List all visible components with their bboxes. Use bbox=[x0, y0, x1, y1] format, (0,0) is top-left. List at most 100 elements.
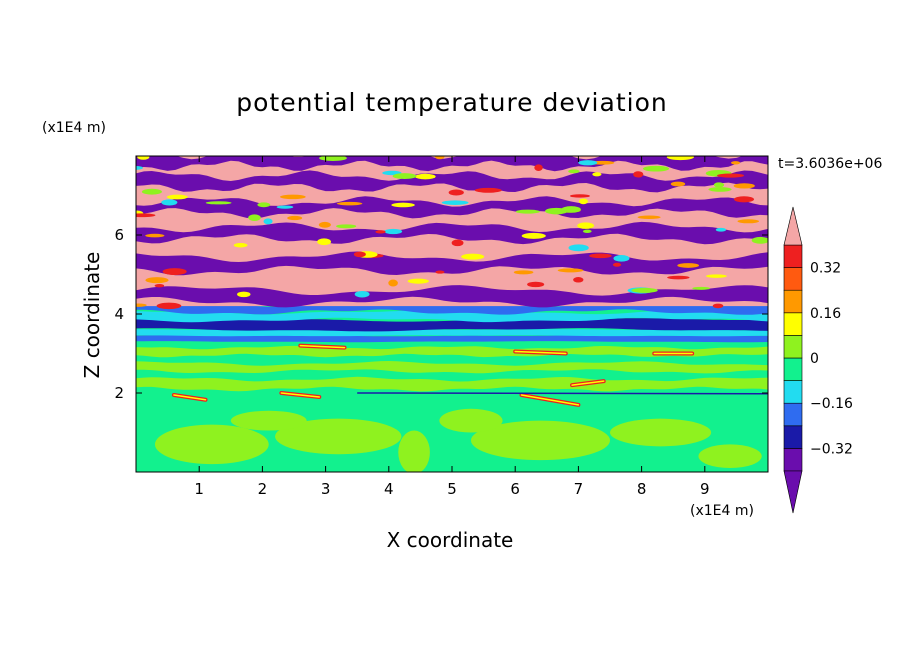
x-tick-label: 7 bbox=[574, 480, 584, 498]
speck-13 bbox=[415, 173, 436, 180]
speck-70 bbox=[515, 209, 540, 214]
speck-55 bbox=[751, 236, 768, 244]
speck-74 bbox=[667, 275, 690, 280]
speck-7 bbox=[317, 238, 332, 246]
speck-32 bbox=[589, 253, 612, 259]
speck-65 bbox=[573, 277, 584, 283]
speck-16 bbox=[633, 171, 644, 178]
x-unit-label: (x1E4 m) bbox=[690, 503, 754, 519]
y-tick-label: 2 bbox=[114, 384, 124, 402]
speck-17 bbox=[388, 279, 398, 287]
x-tick-label: 6 bbox=[510, 480, 520, 498]
speck-67 bbox=[578, 160, 598, 166]
colorbar-segment bbox=[783, 267, 803, 291]
warm-streak-core-4 bbox=[299, 344, 346, 349]
speck-30 bbox=[280, 194, 306, 200]
band-blue-1 bbox=[136, 335, 768, 343]
speck-46 bbox=[162, 268, 187, 276]
colorbar-tick-label: 0 bbox=[810, 351, 819, 367]
lime-blob-5 bbox=[230, 410, 307, 431]
warm-streak-core-1 bbox=[280, 392, 321, 398]
lime-blob-4 bbox=[610, 418, 712, 447]
speck-52 bbox=[733, 183, 755, 189]
speck-35 bbox=[474, 187, 502, 193]
speck-4 bbox=[713, 182, 725, 188]
warm-streak-core-2 bbox=[520, 394, 580, 406]
speck-62 bbox=[336, 201, 363, 206]
colorbar-segment bbox=[783, 402, 803, 427]
speck-23 bbox=[692, 286, 711, 290]
colorbar-segment bbox=[783, 380, 803, 404]
speck-41 bbox=[141, 188, 162, 195]
speck-43 bbox=[136, 213, 156, 218]
colorbar-extend-bottom bbox=[783, 470, 803, 514]
speck-86 bbox=[613, 255, 630, 262]
speck-83 bbox=[375, 230, 386, 234]
z-unit-label: (x1E4 m) bbox=[42, 120, 106, 136]
speck-44 bbox=[257, 202, 271, 208]
speck-14 bbox=[441, 200, 469, 205]
speck-71 bbox=[161, 199, 178, 206]
colorbar-segment bbox=[783, 289, 803, 314]
speck-28 bbox=[205, 201, 232, 205]
colorbar-extend-top bbox=[783, 206, 803, 246]
lime-blob-2 bbox=[398, 430, 430, 472]
x-tick-label: 1 bbox=[194, 480, 204, 498]
speck-72 bbox=[631, 287, 658, 293]
speck-39 bbox=[276, 205, 294, 209]
speck-69 bbox=[513, 270, 534, 275]
band-navy-1 bbox=[136, 318, 768, 332]
speck-40 bbox=[642, 165, 670, 172]
speck-87 bbox=[137, 156, 150, 160]
speck-49 bbox=[435, 156, 445, 160]
speck-22 bbox=[557, 268, 584, 273]
band-purple-3 bbox=[136, 196, 768, 219]
speck-15 bbox=[287, 215, 303, 221]
colorbar-segment bbox=[783, 448, 803, 472]
band-cyan-1 bbox=[136, 329, 768, 337]
band-lime-3 bbox=[136, 345, 768, 358]
speck-73 bbox=[392, 173, 417, 180]
x-tick-label: 5 bbox=[447, 480, 457, 498]
colorbar-segment bbox=[783, 312, 803, 336]
speck-51 bbox=[708, 187, 732, 192]
speck-77 bbox=[145, 233, 165, 238]
speck-63 bbox=[712, 303, 724, 309]
speck-0 bbox=[136, 165, 143, 170]
speck-81 bbox=[733, 196, 755, 203]
warm-streak-core-5 bbox=[514, 350, 567, 355]
lime-blob-0 bbox=[154, 424, 269, 465]
speck-75 bbox=[730, 161, 741, 165]
speck-29 bbox=[666, 156, 694, 161]
speck-25 bbox=[737, 219, 760, 224]
speck-79 bbox=[521, 232, 546, 239]
speck-89 bbox=[670, 181, 686, 187]
speck-26 bbox=[263, 218, 273, 225]
speck-3 bbox=[578, 198, 588, 205]
colorbar-tick-label: 0.16 bbox=[810, 306, 841, 322]
speck-64 bbox=[568, 169, 580, 174]
x-tick-label: 8 bbox=[637, 480, 647, 498]
x-tick-label: 2 bbox=[258, 480, 268, 498]
heatmap-field bbox=[136, 156, 768, 472]
speck-80 bbox=[568, 244, 589, 252]
x-tick-label: 9 bbox=[700, 480, 710, 498]
x-tick-label: 3 bbox=[321, 480, 331, 498]
warm-streak-core-0 bbox=[173, 394, 207, 401]
band-purple-1 bbox=[136, 251, 768, 276]
speck-85 bbox=[156, 302, 182, 310]
speck-48 bbox=[237, 291, 251, 298]
speck-37 bbox=[448, 189, 464, 196]
speck-53 bbox=[384, 228, 403, 235]
speck-68 bbox=[569, 194, 590, 198]
speck-18 bbox=[527, 281, 545, 288]
speck-9 bbox=[451, 239, 464, 247]
band-purple-2 bbox=[136, 221, 768, 245]
speck-56 bbox=[354, 290, 370, 298]
speck-20 bbox=[612, 262, 622, 267]
speck-50 bbox=[136, 303, 147, 307]
speck-45 bbox=[391, 202, 415, 208]
colorbar-segment bbox=[783, 357, 803, 381]
